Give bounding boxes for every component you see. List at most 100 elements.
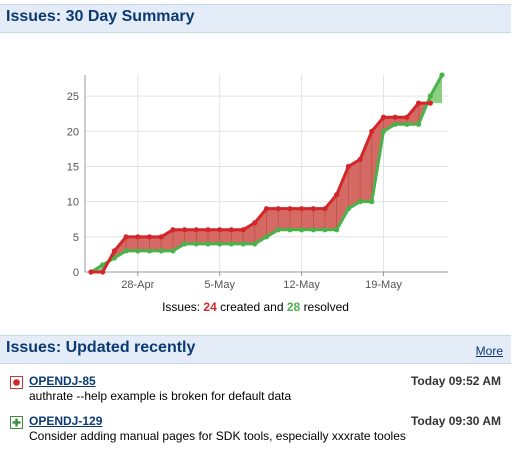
bug-icon <box>10 376 23 389</box>
resolved-count: 28 <box>286 300 301 314</box>
created-point <box>158 234 164 240</box>
issue-row: OPENDJ-85 Today 09:52 AM authrate --help… <box>0 372 511 412</box>
difference-area <box>289 208 302 230</box>
resolved-point <box>439 72 445 78</box>
issues-chart: 0 5 10 15 20 25 28-Apr 5-May 12-May 19-May <box>67 72 448 291</box>
resolved-point <box>228 241 234 247</box>
created-point <box>357 156 363 163</box>
chart-legend: Issues: 24 created and 28 resolved <box>0 300 511 314</box>
difference-area <box>254 208 267 244</box>
issue-key-link[interactable]: OPENDJ-129 <box>29 414 103 428</box>
resolved-point <box>146 248 153 254</box>
y-tick-label: 25 <box>67 91 79 103</box>
created-point <box>88 269 94 275</box>
summary-panel-title: Issues: 30 Day Summary <box>6 8 195 25</box>
created-point <box>228 227 234 233</box>
difference-area <box>184 229 197 244</box>
issue-row: OPENDJ-129 Today 09:30 AM Consider addin… <box>0 412 511 452</box>
resolved-point <box>111 255 117 261</box>
resolved-point <box>334 227 340 233</box>
difference-area <box>231 229 244 244</box>
resolved-point <box>275 227 281 233</box>
created-point <box>427 100 433 106</box>
resolved-point <box>345 206 351 212</box>
legend-prefix: Issues: <box>162 300 201 314</box>
resolved-point <box>100 262 106 268</box>
difference-area <box>383 117 396 132</box>
resolved-point <box>193 241 199 247</box>
resolved-point <box>287 227 293 233</box>
created-point <box>193 227 199 233</box>
x-tick-label: 28-Apr <box>121 279 154 291</box>
difference-area <box>149 236 162 251</box>
summary-panel-header: Issues: 30 Day Summary <box>0 4 511 33</box>
created-point <box>111 248 117 254</box>
created-point <box>369 128 375 134</box>
created-count: 24 <box>203 300 217 314</box>
more-link[interactable]: More <box>475 344 503 358</box>
created-point <box>322 206 328 212</box>
difference-area <box>325 194 337 230</box>
created-point <box>217 227 223 233</box>
difference-area <box>360 131 372 202</box>
created-point <box>252 220 258 226</box>
resolved-point <box>299 227 305 233</box>
difference-area <box>395 117 407 125</box>
new-feature-icon <box>10 416 23 429</box>
resolved-label: resolved <box>303 300 349 314</box>
resolved-point <box>135 248 141 254</box>
recent-panel-title: Issues: Updated recently <box>6 339 196 356</box>
difference-area <box>266 208 279 237</box>
difference-area <box>137 236 150 251</box>
difference-area <box>336 166 349 230</box>
resolved-point <box>205 241 211 247</box>
resolved-point <box>263 234 270 240</box>
resolved-point <box>404 121 410 127</box>
created-point <box>299 206 305 212</box>
created-point <box>404 114 410 120</box>
issue-summary: authrate --help example is broken for de… <box>29 389 292 403</box>
resolved-point <box>427 93 433 99</box>
resolved-point <box>380 128 387 134</box>
x-tick-label: 5-May <box>204 279 235 291</box>
y-tick-label: 10 <box>67 197 79 209</box>
difference-area <box>196 229 208 244</box>
difference-area <box>278 208 290 230</box>
resolved-point <box>182 241 188 247</box>
resolved-point <box>252 241 258 247</box>
created-point <box>334 192 340 198</box>
y-tick-label: 20 <box>67 126 79 138</box>
difference-area <box>313 208 325 230</box>
created-point <box>310 206 316 212</box>
resolved-point <box>170 248 176 254</box>
resolved-point <box>416 121 422 127</box>
created-point <box>380 114 387 120</box>
created-point <box>170 227 176 233</box>
created-point <box>416 100 422 106</box>
resolved-point <box>310 227 316 233</box>
created-point <box>345 163 351 170</box>
x-tick-label: 12-May <box>283 279 320 291</box>
resolved-point <box>369 199 375 205</box>
resolved-point <box>158 248 164 254</box>
resolved-point <box>392 121 398 127</box>
issue-updated-time: Today 09:52 AM <box>410 374 501 388</box>
created-point <box>123 234 129 240</box>
created-point <box>146 234 153 240</box>
y-tick-label: 15 <box>67 161 79 173</box>
created-point <box>182 227 188 233</box>
created-point <box>275 206 281 212</box>
created-point <box>240 227 246 233</box>
created-point <box>100 269 106 275</box>
difference-area <box>301 208 314 230</box>
created-point <box>135 234 141 240</box>
difference-area <box>208 229 220 244</box>
created-label: created and <box>220 300 284 314</box>
difference-area <box>348 159 361 209</box>
issue-key-link[interactable]: OPENDJ-85 <box>29 374 96 388</box>
x-tick-label: 19-May <box>365 279 402 291</box>
resolved-point <box>217 241 223 247</box>
created-point <box>287 206 293 212</box>
y-tick-label: 5 <box>73 232 79 244</box>
issue-summary: Consider adding manual pages for SDK too… <box>29 429 406 443</box>
